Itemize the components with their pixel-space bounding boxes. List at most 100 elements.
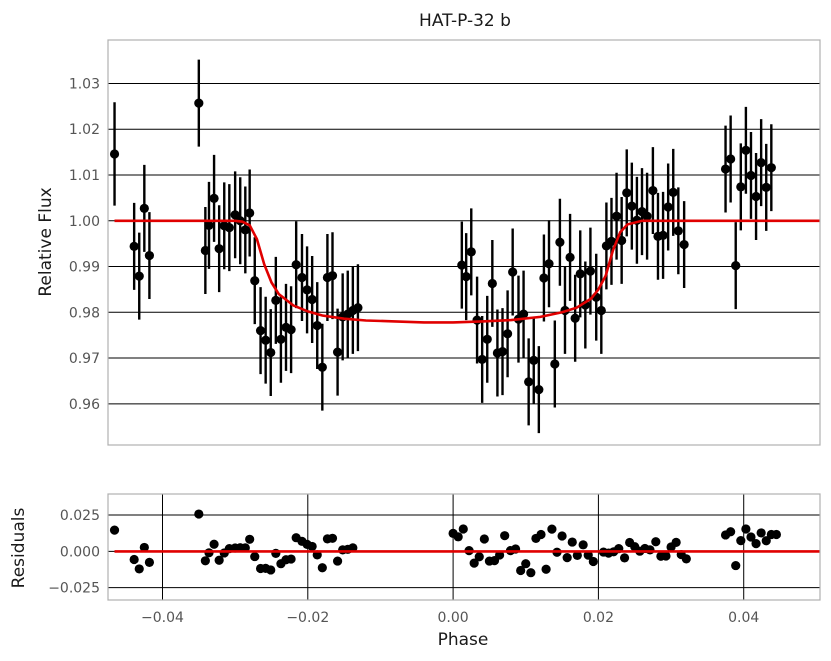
data-point bbox=[771, 529, 782, 540]
y-tick-label: 1.03 bbox=[69, 76, 100, 92]
data-point bbox=[766, 163, 776, 173]
data-point bbox=[200, 556, 210, 566]
data-point bbox=[474, 552, 484, 562]
data-point bbox=[619, 553, 630, 563]
data-point bbox=[129, 241, 139, 251]
y-tick-label: −0.025 bbox=[48, 581, 100, 597]
data-point bbox=[539, 273, 549, 283]
data-point bbox=[134, 271, 144, 281]
data-point bbox=[578, 540, 588, 550]
data-point bbox=[534, 385, 544, 395]
transit-model-curve bbox=[114, 219, 820, 324]
data-point bbox=[266, 565, 276, 575]
data-point bbox=[648, 185, 658, 196]
data-point bbox=[756, 158, 766, 168]
data-point bbox=[291, 260, 301, 270]
data-point bbox=[606, 236, 617, 246]
data-point bbox=[472, 315, 482, 325]
data-point bbox=[144, 250, 155, 261]
data-point bbox=[673, 226, 683, 236]
data-point bbox=[746, 170, 756, 181]
flux-y-axis-label: Relative Flux bbox=[36, 187, 56, 296]
data-point bbox=[302, 285, 312, 295]
data-point bbox=[761, 182, 771, 192]
data-point bbox=[567, 537, 577, 547]
data-point bbox=[668, 187, 678, 197]
data-point bbox=[588, 556, 598, 567]
data-point bbox=[317, 563, 327, 573]
x-tick-label: −0.02 bbox=[286, 610, 329, 626]
data-point bbox=[736, 536, 746, 546]
data-point bbox=[736, 182, 746, 192]
data-point bbox=[679, 239, 689, 250]
data-point bbox=[482, 334, 492, 344]
data-point bbox=[524, 377, 534, 387]
data-point bbox=[466, 247, 476, 257]
data-point bbox=[469, 558, 479, 568]
data-point bbox=[585, 266, 596, 276]
flux-panel: 0.96 0.97 0.98 0.99 1.00 1.01 1.02 1.03 Relativ… bbox=[36, 39, 821, 446]
data-point bbox=[658, 230, 668, 241]
data-point bbox=[751, 191, 761, 202]
x-tick-label: −0.04 bbox=[141, 610, 184, 626]
data-point bbox=[627, 201, 637, 211]
data-point bbox=[307, 294, 317, 305]
data-point bbox=[541, 564, 551, 574]
data-point bbox=[353, 303, 363, 313]
data-point bbox=[327, 271, 338, 281]
x-tick-label: 0.02 bbox=[583, 610, 614, 626]
data-point bbox=[139, 542, 149, 553]
data-point bbox=[139, 203, 149, 214]
data-point bbox=[194, 98, 204, 108]
y-tick-label: 0.97 bbox=[69, 351, 100, 367]
data-point bbox=[681, 554, 691, 564]
data-point bbox=[109, 525, 120, 535]
flux-panel-frame bbox=[107, 39, 821, 446]
data-point bbox=[751, 539, 761, 549]
data-point bbox=[312, 320, 322, 331]
y-tick-label: 1.01 bbox=[69, 168, 100, 184]
data-point bbox=[555, 237, 565, 247]
data-point bbox=[240, 225, 250, 235]
data-point bbox=[731, 560, 741, 571]
data-point bbox=[144, 557, 155, 567]
data-point bbox=[516, 565, 526, 576]
data-point bbox=[332, 347, 343, 357]
data-point bbox=[550, 359, 560, 369]
data-point bbox=[209, 539, 219, 549]
data-point bbox=[286, 325, 296, 335]
data-point bbox=[746, 532, 756, 542]
data-point bbox=[497, 347, 508, 357]
y-tick-label: 0.96 bbox=[69, 397, 100, 413]
data-point bbox=[461, 271, 471, 282]
x-tick-label: 0.04 bbox=[728, 610, 759, 626]
data-point bbox=[502, 329, 513, 339]
data-point bbox=[547, 524, 557, 534]
data-point bbox=[250, 276, 260, 286]
data-point bbox=[255, 325, 266, 336]
data-point bbox=[458, 524, 468, 534]
data-point bbox=[271, 295, 281, 305]
data-point bbox=[671, 537, 681, 547]
data-point bbox=[500, 531, 510, 541]
data-point bbox=[741, 524, 751, 534]
data-point bbox=[209, 193, 219, 203]
data-point bbox=[741, 145, 751, 155]
data-point bbox=[544, 259, 554, 269]
data-point bbox=[661, 551, 671, 561]
data-point bbox=[508, 267, 518, 277]
data-point bbox=[477, 354, 487, 365]
data-point bbox=[479, 534, 489, 544]
data-point bbox=[317, 362, 327, 372]
data-point bbox=[214, 244, 224, 254]
data-point bbox=[327, 533, 338, 543]
data-point bbox=[572, 550, 582, 561]
phase-x-axis-label: Phase bbox=[438, 630, 489, 650]
data-point bbox=[261, 335, 271, 345]
data-point bbox=[731, 261, 741, 271]
data-point bbox=[307, 541, 317, 552]
data-point bbox=[570, 313, 580, 323]
data-point bbox=[245, 208, 255, 218]
